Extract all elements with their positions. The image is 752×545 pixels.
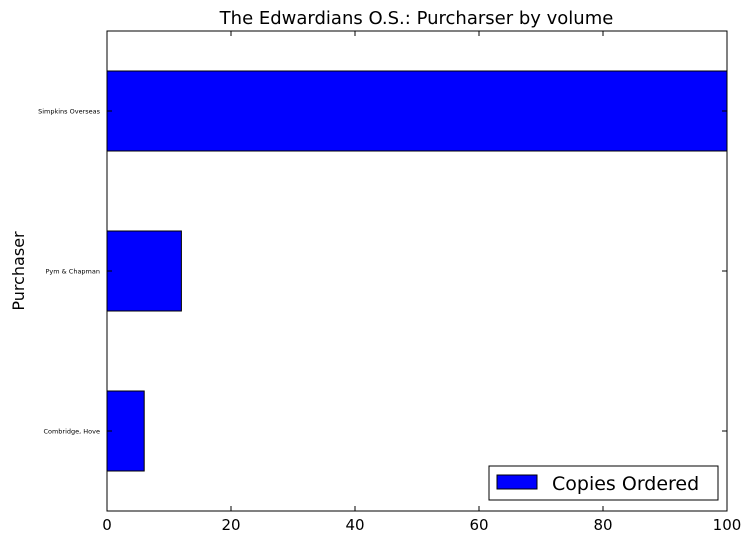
x-tick-label: 100 — [713, 516, 742, 534]
y-tick-label: Pym & Chapman — [45, 267, 100, 275]
x-tick-label: 60 — [469, 516, 488, 534]
bar — [107, 390, 145, 472]
legend-label: Copies Ordered — [552, 473, 699, 495]
y-tick-label: Simpkins Overseas — [38, 107, 101, 115]
legend: Copies Ordered — [488, 465, 719, 501]
x-tick-label: 40 — [345, 516, 364, 534]
tick-labels-group: Combridge, Hove Pym & Chapman Simpkins Ove… — [38, 107, 741, 534]
legend-swatch — [496, 474, 538, 490]
bars-group — [107, 70, 727, 472]
bar — [107, 70, 727, 152]
plot-frame — [106, 30, 728, 512]
x-tick-label: 80 — [593, 516, 612, 534]
y-axis-label: Purchaser — [9, 231, 28, 311]
y-tick-label: Combridge, Hove — [43, 427, 100, 435]
bar — [107, 230, 182, 312]
x-tick-label: 0 — [102, 516, 112, 534]
x-tick-label: 20 — [221, 516, 240, 534]
chart-title: The Edwardians O.S.: Purcharser by volum… — [219, 8, 614, 29]
